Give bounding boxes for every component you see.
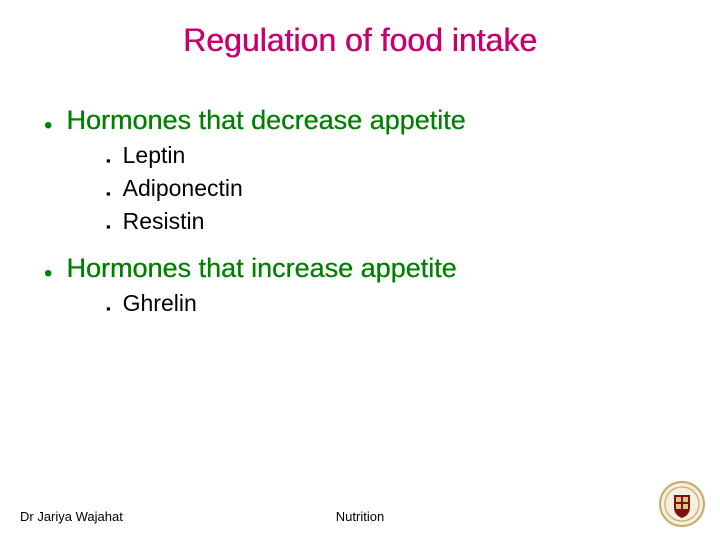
square-bullet-icon: ▪: [106, 219, 111, 234]
section-heading: Hormones that decrease appetite: [66, 105, 465, 136]
institution-logo-icon: [658, 480, 706, 528]
section-items: ▪ Leptin ▪ Adiponectin ▪ Resistin: [106, 142, 676, 235]
square-bullet-icon: ▪: [106, 186, 111, 201]
slide-title-container: Regulation of food intake: [0, 22, 720, 59]
section-heading: Hormones that increase appetite: [66, 253, 456, 284]
bullet-icon: •: [44, 114, 52, 138]
list-item-text: Adiponectin: [123, 175, 243, 202]
list-item-text: Resistin: [123, 208, 205, 235]
slide-body: • Hormones that decrease appetite ▪ Lept…: [44, 105, 676, 335]
list-item-text: Ghrelin: [123, 290, 197, 317]
square-bullet-icon: ▪: [106, 301, 111, 316]
list-item: ▪ Resistin: [106, 208, 676, 235]
section-heading-row: • Hormones that increase appetite: [44, 253, 676, 284]
bullet-icon: •: [44, 262, 52, 286]
list-item: ▪ Ghrelin: [106, 290, 676, 317]
section-heading-row: • Hormones that decrease appetite: [44, 105, 676, 136]
footer-subject: Nutrition: [0, 509, 720, 524]
section-items: ▪ Ghrelin: [106, 290, 676, 317]
slide-title: Regulation of food intake: [183, 22, 537, 58]
list-item-text: Leptin: [123, 142, 186, 169]
square-bullet-icon: ▪: [106, 153, 111, 168]
list-item: ▪ Adiponectin: [106, 175, 676, 202]
slide: Regulation of food intake • Hormones tha…: [0, 0, 720, 540]
list-item: ▪ Leptin: [106, 142, 676, 169]
